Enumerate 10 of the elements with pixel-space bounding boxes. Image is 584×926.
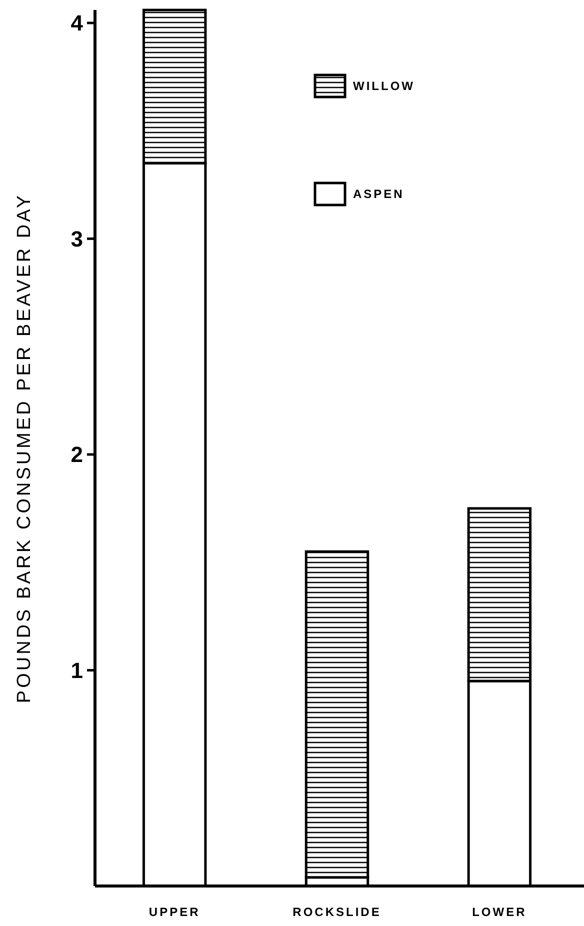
y-tick-label: 2 [70, 442, 83, 468]
y-axis-title: POUNDS BARK CONSUMED PER BEAVER DAY [14, 192, 35, 704]
x-tick-label: ROCKSLIDE [292, 905, 382, 919]
x-tick-label: LOWER [472, 905, 527, 919]
y-tick-label: 4 [70, 10, 84, 36]
y-tick-label: 1 [70, 658, 83, 683]
legend-label: ASPEN [353, 187, 404, 202]
legend-label: WILLOW [353, 79, 415, 94]
y-tick-label: 3 [70, 226, 83, 252]
x-tick-label: UPPER [148, 905, 200, 919]
